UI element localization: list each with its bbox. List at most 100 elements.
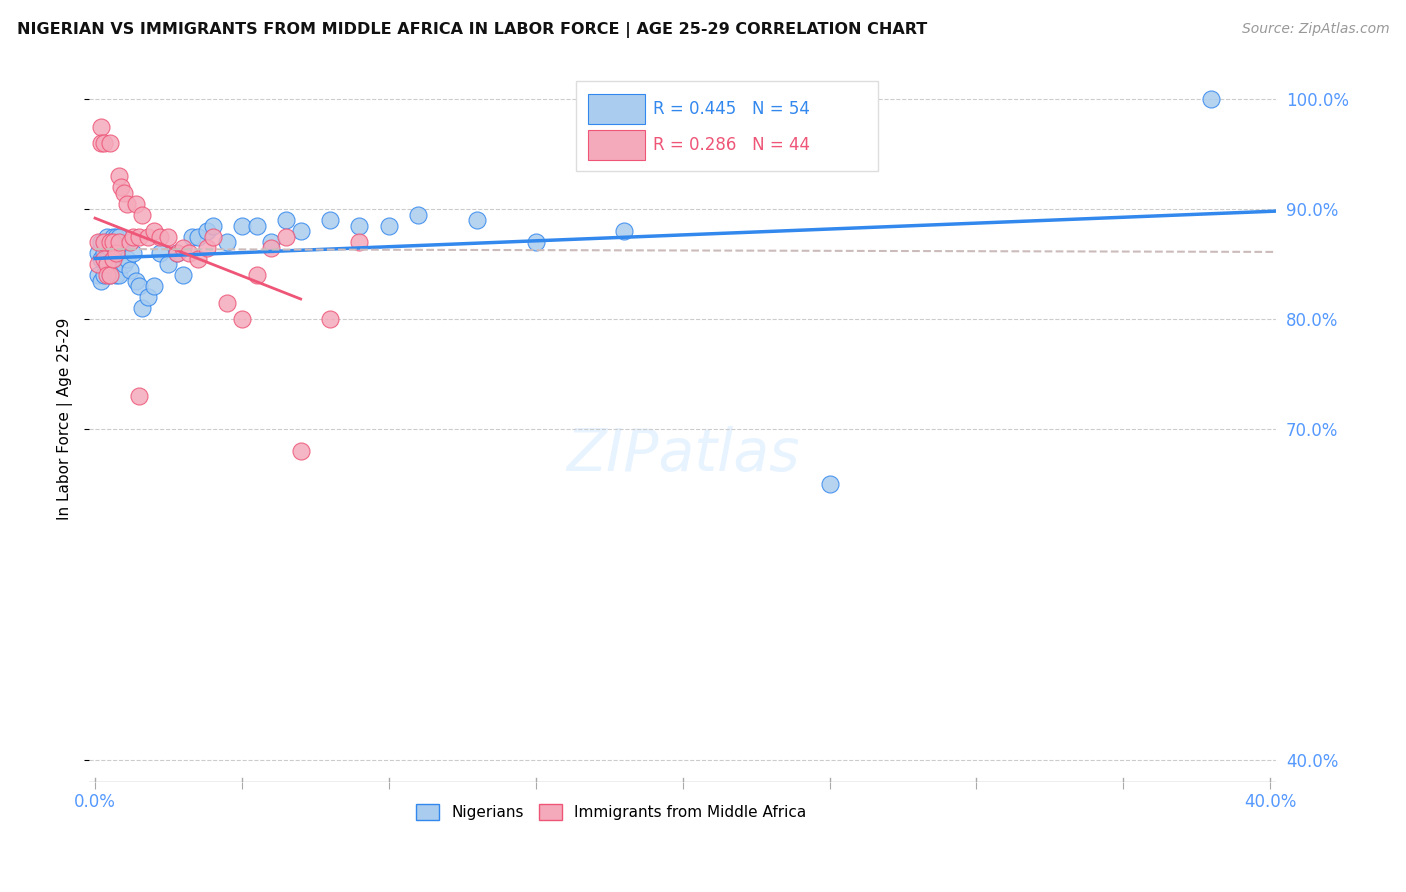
Point	[120, 262, 142, 277]
Point	[131, 208, 153, 222]
Point	[90, 120, 112, 134]
Point	[104, 246, 127, 260]
Point	[112, 257, 135, 271]
Point	[98, 136, 121, 151]
Text: NIGERIAN VS IMMIGRANTS FROM MIDDLE AFRICA IN LABOR FORCE | AGE 25-29 CORRELATION: NIGERIAN VS IMMIGRANTS FROM MIDDLE AFRIC…	[17, 22, 927, 38]
Point	[110, 241, 132, 255]
Point	[107, 268, 129, 283]
Point	[90, 274, 112, 288]
Point	[104, 268, 127, 283]
Point	[96, 268, 118, 283]
Point	[246, 219, 269, 233]
Point	[117, 196, 139, 211]
Point	[87, 235, 110, 250]
Point	[1201, 92, 1223, 106]
Point	[98, 241, 121, 255]
Point	[195, 241, 218, 255]
Point	[246, 268, 269, 283]
Point	[217, 295, 239, 310]
FancyBboxPatch shape	[588, 130, 644, 161]
Point	[349, 235, 371, 250]
Text: ZIPatlas: ZIPatlas	[565, 426, 800, 483]
Point	[319, 213, 342, 227]
Point	[98, 268, 121, 283]
Point	[96, 257, 118, 271]
Point	[117, 252, 139, 266]
Point	[125, 196, 148, 211]
Point	[93, 268, 115, 283]
Point	[96, 252, 118, 266]
Point	[465, 213, 488, 227]
Point	[187, 229, 209, 244]
Point	[87, 246, 110, 260]
Text: R = 0.286   N = 44: R = 0.286 N = 44	[652, 136, 810, 154]
Point	[93, 235, 115, 250]
Point	[172, 268, 194, 283]
Point	[128, 389, 150, 403]
Point	[142, 224, 165, 238]
Text: Source: ZipAtlas.com: Source: ZipAtlas.com	[1241, 22, 1389, 37]
Point	[104, 229, 127, 244]
Point	[104, 246, 127, 260]
Point	[107, 169, 129, 184]
Point	[136, 290, 159, 304]
Point	[524, 235, 547, 250]
Point	[149, 229, 172, 244]
Point	[90, 136, 112, 151]
Point	[181, 229, 204, 244]
Point	[172, 241, 194, 255]
Point	[107, 229, 129, 244]
Point	[98, 235, 121, 250]
Point	[274, 229, 297, 244]
Point	[90, 252, 112, 266]
Point	[406, 208, 429, 222]
Point	[101, 252, 124, 266]
Point	[93, 136, 115, 151]
Point	[613, 224, 636, 238]
Point	[101, 252, 124, 266]
Point	[128, 279, 150, 293]
Point	[231, 219, 253, 233]
Legend: Nigerians, Immigrants from Middle Africa: Nigerians, Immigrants from Middle Africa	[411, 798, 813, 826]
Point	[195, 224, 218, 238]
Point	[177, 246, 200, 260]
Point	[96, 229, 118, 244]
Point	[110, 180, 132, 194]
Point	[319, 312, 342, 326]
Point	[274, 213, 297, 227]
Point	[166, 246, 188, 260]
Point	[93, 235, 115, 250]
Point	[120, 235, 142, 250]
Point	[201, 229, 224, 244]
Text: R = 0.445   N = 54: R = 0.445 N = 54	[652, 100, 810, 118]
Point	[201, 219, 224, 233]
Point	[260, 241, 283, 255]
Point	[125, 274, 148, 288]
Point	[101, 229, 124, 244]
Point	[157, 257, 180, 271]
FancyBboxPatch shape	[576, 80, 879, 171]
Point	[98, 262, 121, 277]
Point	[166, 246, 188, 260]
Point	[157, 229, 180, 244]
Point	[122, 246, 145, 260]
Point	[101, 235, 124, 250]
Point	[136, 229, 159, 244]
Point	[290, 444, 312, 458]
Point	[98, 268, 121, 283]
Point	[260, 235, 283, 250]
Point	[142, 279, 165, 293]
Point	[93, 252, 115, 266]
Point	[122, 229, 145, 244]
Point	[818, 477, 841, 491]
Point	[112, 186, 135, 200]
FancyBboxPatch shape	[588, 94, 644, 124]
Point	[128, 229, 150, 244]
Point	[378, 219, 401, 233]
Y-axis label: In Labor Force | Age 25-29: In Labor Force | Age 25-29	[58, 318, 73, 520]
Point	[90, 235, 112, 250]
Point	[231, 312, 253, 326]
Point	[87, 257, 110, 271]
Point	[131, 301, 153, 316]
Point	[187, 252, 209, 266]
